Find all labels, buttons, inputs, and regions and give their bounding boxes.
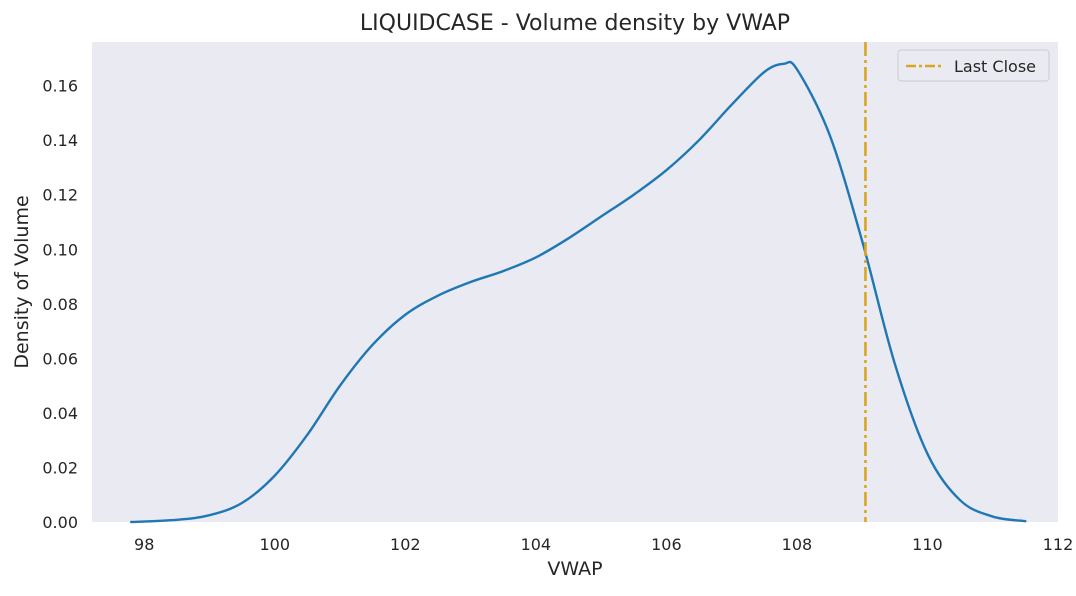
y-tick-label: 0.08 <box>42 295 78 314</box>
y-tick-label: 0.00 <box>42 513 78 532</box>
plot-area <box>92 42 1058 522</box>
legend-box <box>897 49 1050 82</box>
x-tick-label: 108 <box>782 535 813 554</box>
x-tick-label: 98 <box>134 535 154 554</box>
y-axis-label: Density of Volume <box>11 195 33 368</box>
x-axis-ticks: 98 100 102 104 106 108 110 112 <box>134 535 1073 554</box>
x-tick-label: 102 <box>390 535 421 554</box>
chart-title: LIQUIDCASE - Volume density by VWAP <box>360 11 790 36</box>
y-tick-label: 0.04 <box>42 404 78 423</box>
x-tick-label: 106 <box>651 535 682 554</box>
density-curve <box>129 60 1027 524</box>
y-tick-label: 0.06 <box>42 349 78 368</box>
y-tick-label: 0.16 <box>42 77 78 96</box>
x-tick-label: 104 <box>521 535 552 554</box>
y-tick-label: 0.14 <box>42 131 78 150</box>
x-tick-label: 112 <box>1043 535 1074 554</box>
y-tick-label: 0.02 <box>42 458 78 477</box>
y-tick-label: 0.10 <box>42 240 78 259</box>
legend: Last Close <box>897 49 1050 82</box>
y-tick-label: 0.12 <box>42 186 78 205</box>
x-tick-label: 110 <box>912 535 943 554</box>
x-axis-label: VWAP <box>547 558 602 580</box>
legend-label-last-close: Last Close <box>954 57 1036 76</box>
y-axis-ticks: 0.00 0.02 0.04 0.06 0.08 0.10 0.12 0.14 0.16 <box>42 77 78 532</box>
x-tick-label: 100 <box>259 535 290 554</box>
